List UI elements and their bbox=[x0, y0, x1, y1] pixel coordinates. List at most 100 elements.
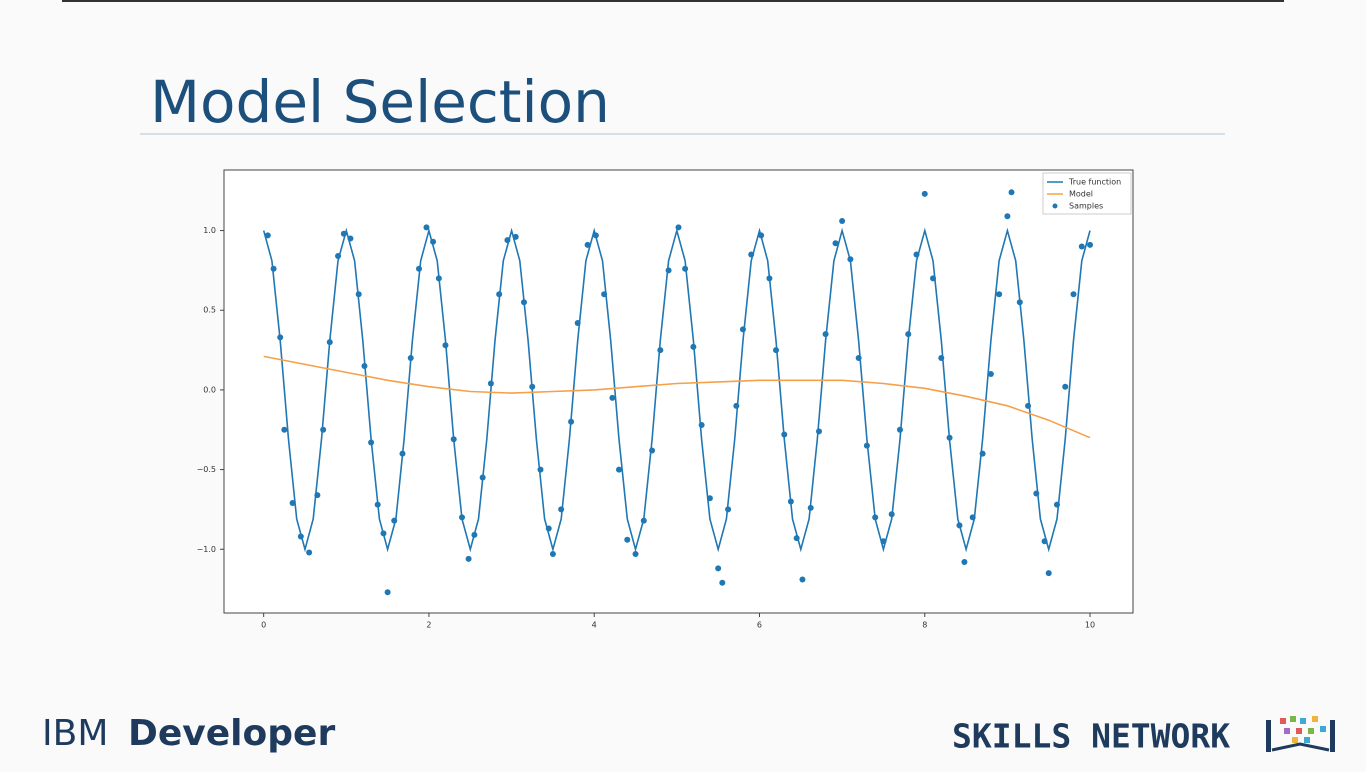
sample-point bbox=[435, 275, 442, 282]
sample-point bbox=[368, 439, 375, 446]
sample-point bbox=[781, 431, 788, 438]
sample-point bbox=[822, 331, 829, 338]
sample-point bbox=[649, 447, 656, 454]
sample-point bbox=[374, 501, 381, 508]
sample-point bbox=[987, 370, 994, 377]
sample-point bbox=[787, 498, 794, 505]
sample-point bbox=[799, 576, 806, 583]
sample-point bbox=[913, 251, 920, 258]
x-tick-label: 4 bbox=[592, 621, 597, 630]
sample-point bbox=[423, 224, 430, 231]
sample-point bbox=[1004, 213, 1011, 220]
sample-point bbox=[706, 495, 713, 502]
sample-point bbox=[640, 517, 647, 524]
sample-point bbox=[584, 241, 591, 248]
sample-point bbox=[264, 232, 271, 239]
sample-point bbox=[969, 514, 976, 521]
sample-point bbox=[504, 237, 511, 244]
sample-point bbox=[545, 525, 552, 532]
sample-point bbox=[609, 394, 616, 401]
slide-title: Model Selection bbox=[150, 68, 610, 136]
sample-point bbox=[657, 347, 664, 354]
sample-point bbox=[715, 565, 722, 572]
sample-point bbox=[616, 466, 623, 473]
sample-point bbox=[537, 466, 544, 473]
brand: IBM bbox=[42, 713, 108, 754]
sample-point bbox=[297, 533, 304, 540]
legend-swatch bbox=[1052, 203, 1058, 209]
sample-point bbox=[996, 291, 1003, 298]
sample-point bbox=[1041, 538, 1048, 545]
sample-point bbox=[690, 343, 697, 350]
sample-point bbox=[905, 331, 912, 338]
sample-point bbox=[725, 506, 732, 513]
sample-point bbox=[1062, 383, 1069, 390]
sample-point bbox=[1025, 402, 1032, 409]
sample-point bbox=[574, 319, 581, 326]
sample-point bbox=[512, 233, 519, 240]
y-tick-label: 0.0 bbox=[203, 385, 216, 394]
sample-point bbox=[529, 383, 536, 390]
sample-point bbox=[872, 514, 879, 521]
sample-point bbox=[487, 380, 494, 387]
x-tick-label: 10 bbox=[1085, 621, 1095, 630]
sample-point bbox=[1033, 490, 1040, 497]
sample-point bbox=[347, 235, 354, 242]
sample-point bbox=[1078, 243, 1085, 250]
y-tick-label: 0.5 bbox=[203, 306, 216, 315]
sample-point bbox=[479, 474, 486, 481]
legend-label: Model bbox=[1069, 190, 1093, 199]
series-line bbox=[262, 227, 1091, 553]
sample-point bbox=[380, 530, 387, 537]
plot-area bbox=[223, 169, 1134, 614]
sample-point bbox=[739, 326, 746, 333]
sample-point bbox=[281, 426, 288, 433]
sample-point bbox=[733, 402, 740, 409]
sample-point bbox=[416, 265, 423, 272]
sample-point bbox=[430, 238, 437, 245]
sample-point bbox=[314, 492, 321, 499]
sample-point bbox=[839, 217, 846, 224]
sample-point bbox=[361, 363, 368, 370]
sample-point bbox=[399, 450, 406, 457]
sample-point bbox=[832, 240, 839, 247]
sample-point bbox=[306, 549, 313, 556]
x-tick-label: 0 bbox=[261, 621, 266, 630]
sample-point bbox=[450, 436, 457, 443]
sample-point bbox=[558, 506, 565, 513]
sample-point bbox=[880, 538, 887, 545]
sample-point bbox=[340, 230, 347, 237]
sample-point bbox=[326, 339, 333, 346]
y-tick-label: −0.5 bbox=[197, 465, 216, 474]
sample-point bbox=[682, 265, 689, 272]
sample-point bbox=[863, 442, 870, 449]
sample-point bbox=[601, 291, 608, 298]
sample-point bbox=[632, 551, 639, 558]
sample-point bbox=[1053, 501, 1060, 508]
sample-point bbox=[675, 224, 682, 231]
sample-point bbox=[270, 265, 277, 272]
sample-point bbox=[289, 500, 296, 507]
sample-point bbox=[748, 251, 755, 258]
sample-point bbox=[855, 355, 862, 362]
sample-point bbox=[719, 579, 726, 586]
sample-point bbox=[568, 418, 575, 425]
sample-point bbox=[1045, 570, 1052, 577]
sample-point bbox=[938, 355, 945, 362]
sample-point bbox=[1008, 189, 1015, 196]
sample-point bbox=[956, 522, 963, 529]
sample-point bbox=[592, 232, 599, 239]
sample-point bbox=[930, 275, 937, 282]
sample-point bbox=[1016, 299, 1023, 306]
y-tick-label: 1.0 bbox=[203, 226, 216, 235]
sample-point bbox=[465, 555, 472, 562]
sample-point bbox=[961, 559, 968, 566]
sample-point bbox=[520, 299, 527, 306]
sample-point bbox=[921, 190, 928, 197]
sample-point bbox=[766, 275, 773, 282]
logo bbox=[1266, 716, 1335, 752]
sample-point bbox=[442, 342, 449, 349]
sample-point bbox=[979, 450, 986, 457]
sample-point bbox=[1087, 241, 1094, 248]
